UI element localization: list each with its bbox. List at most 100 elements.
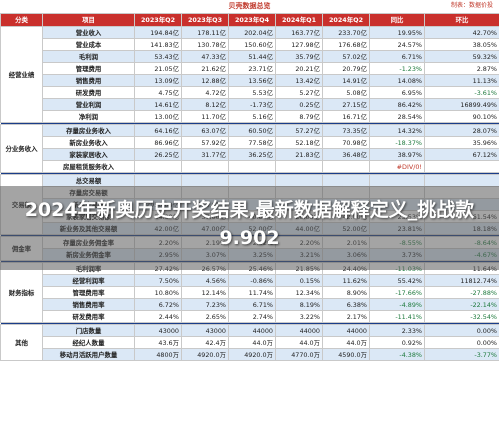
table-row: 净利润 13.00亿 11.70亿 5.16亿 8.79亿 16.71亿 28.54% 90.…: [1, 110, 499, 123]
change-cell: 0.00%: [424, 324, 499, 337]
change-cell: 2.87%: [424, 62, 499, 75]
change-cell: 86.42%: [369, 98, 425, 111]
value-cell: 44000: [275, 324, 323, 337]
table-row: 管理费用率 10.80% 12.14% 11.74% 12.34% 8.90% -17.66…: [1, 286, 499, 299]
change-cell: [369, 174, 425, 187]
value-cell: 176.68亿: [322, 38, 370, 51]
value-cell: 73.35亿: [322, 124, 370, 137]
table-row: 营业成本 141.83亿 130.78亿 150.60亿 127.98亿 176.68亿 2…: [1, 38, 499, 51]
table-row: 销售费用 13.09亿 12.88亿 13.56亿 13.42亿 14.91亿 14.08%…: [1, 74, 499, 87]
change-cell: #DIV/0!: [369, 160, 425, 173]
item-cell: 研发费用: [42, 86, 135, 99]
change-cell: 38.05%: [424, 38, 499, 51]
value-cell: 7.50%: [134, 274, 182, 287]
item-cell: 家装家居收入: [42, 148, 135, 161]
value-cell: 8.12亿: [181, 98, 229, 111]
value-cell: 14.61亿: [134, 98, 182, 111]
value-cell: [134, 160, 182, 173]
value-cell: 127.98亿: [275, 38, 323, 51]
change-cell: -17.66%: [369, 286, 425, 299]
item-cell: 毛利润: [42, 50, 135, 63]
table-row: 经营利润率 7.50% 4.56% -0.86% 0.15% 11.62% 55.42% 11…: [1, 274, 499, 287]
table-row: 家装家居收入 26.25亿 31.77亿 36.25亿 21.83亿 36.48亿 38.9…: [1, 148, 499, 161]
value-cell: 14.91亿: [322, 74, 370, 87]
value-cell: 52.18亿: [275, 136, 323, 149]
table-row: 管理费用 21.05亿 21.62亿 23.71亿 20.21亿 20.79亿 -1.23%…: [1, 62, 499, 75]
value-cell: 2.44%: [134, 310, 182, 323]
item-cell: 研发费用率: [42, 310, 135, 323]
data-table: 分类 项目 2023年Q2 2023年Q3 2023年Q4 2024年Q1 2024年Q2 同…: [0, 13, 499, 361]
value-cell: 4.75亿: [134, 86, 182, 99]
table-row: 移动月活跃用户数量 4800万 4920.0万 4920.0万 4770.0万 4590.…: [1, 348, 499, 361]
value-cell: 26.25亿: [134, 148, 182, 161]
item-cell: 经纪人数量: [42, 336, 135, 349]
value-cell: -1.73亿: [228, 98, 276, 111]
category-cell: 分业务收入: [0, 124, 43, 173]
value-cell: 57.02亿: [322, 50, 370, 63]
headline-text[interactable]: 2024年新奥历史开奖结果,最新数据解释定义_挑战款9.902: [24, 199, 475, 249]
change-cell: -1.23%: [369, 62, 425, 75]
value-cell: 141.83亿: [134, 38, 182, 51]
change-cell: [424, 160, 499, 173]
value-cell: 12.88亿: [181, 74, 229, 87]
value-cell: 4.56%: [181, 274, 229, 287]
value-cell: 6.72%: [134, 298, 182, 311]
value-cell: 20.79亿: [322, 62, 370, 75]
value-cell: 4800万: [134, 348, 182, 361]
category-cell: 经营业绩: [0, 26, 43, 123]
value-cell: 3.22%: [275, 310, 323, 323]
value-cell: 202.04亿: [228, 26, 276, 39]
change-cell: 16899.49%: [424, 98, 499, 111]
value-cell: 13.56亿: [228, 74, 276, 87]
item-cell: 营业收入: [42, 26, 135, 39]
value-cell: 21.05亿: [134, 62, 182, 75]
table-row: 研发费用率 2.44% 2.65% 2.74% 3.22% 2.17% -11.41% -32…: [1, 310, 499, 323]
value-cell: 12.34%: [275, 286, 323, 299]
change-cell: 42.70%: [424, 26, 499, 39]
change-cell: -4.38%: [369, 348, 425, 361]
value-cell: 5.08亿: [322, 86, 370, 99]
change-cell: 0.00%: [424, 336, 499, 349]
value-cell: 23.71亿: [228, 62, 276, 75]
change-cell: 0.92%: [369, 336, 425, 349]
value-cell: 36.48亿: [322, 148, 370, 161]
item-cell: 销售费用率: [42, 298, 135, 311]
table-row: 其他 门店数量 43000 43000 44000 44000 44000 2.33% 0.00…: [0, 324, 499, 361]
change-cell: -18.37%: [369, 136, 425, 149]
change-cell: 6.71%: [369, 50, 425, 63]
value-cell: [181, 160, 229, 173]
change-cell: 90.10%: [424, 110, 499, 123]
change-cell: 2.33%: [369, 324, 425, 337]
change-cell: 14.08%: [369, 74, 425, 87]
table-row: 营业利润 14.61亿 8.12亿 -1.73亿 0.25亿 27.15亿 86.42% 16…: [1, 98, 499, 111]
change-cell: 6.95%: [369, 86, 425, 99]
change-cell: [424, 174, 499, 187]
value-cell: 57.92亿: [181, 136, 229, 149]
value-cell: [228, 160, 276, 173]
change-cell: -11.41%: [369, 310, 425, 323]
table-row: 销售费用率 6.72% 7.23% 6.71% 8.19% 6.38% -4.89% -22.…: [1, 298, 499, 311]
value-cell: 4920.0万: [228, 348, 276, 361]
value-cell: 51.44亿: [228, 50, 276, 63]
item-cell: 新房业务收入: [42, 136, 135, 149]
item-cell: 营业利润: [42, 98, 135, 111]
value-cell: 13.09亿: [134, 74, 182, 87]
change-cell: -4.89%: [369, 298, 425, 311]
change-cell: 28.54%: [369, 110, 425, 123]
column-header: 项目: [42, 13, 135, 27]
change-cell: 67.12%: [424, 148, 499, 161]
value-cell: 63.07亿: [181, 124, 229, 137]
item-cell: 总交易额: [42, 174, 135, 187]
value-cell: 8.79亿: [275, 110, 323, 123]
item-cell: 管理费用率: [42, 286, 135, 299]
value-cell: 43.6万: [134, 336, 182, 349]
value-cell: 10.80%: [134, 286, 182, 299]
value-cell: 2.74%: [228, 310, 276, 323]
value-cell: [322, 160, 370, 173]
value-cell: 2.17%: [322, 310, 370, 323]
item-cell: 销售费用: [42, 74, 135, 87]
value-cell: 12.14%: [181, 286, 229, 299]
value-cell: 27.15亿: [322, 98, 370, 111]
value-cell: 194.84亿: [134, 26, 182, 39]
report-title: 贝壳数据总览: [228, 2, 271, 10]
